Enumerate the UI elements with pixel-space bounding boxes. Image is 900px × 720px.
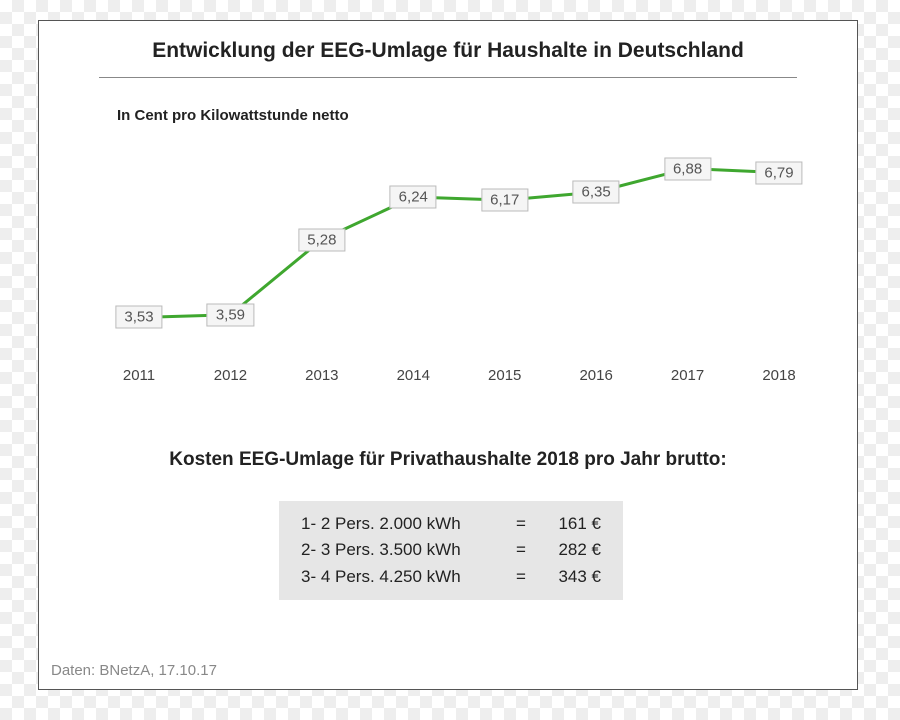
x-axis-label: 2015 [475,367,535,384]
chart-panel: Entwicklung der EEG-Umlage für Haushalte… [38,20,858,690]
data-point-label: 3,59 [207,303,254,326]
cost-val: 282 € [541,537,601,563]
title-rule [99,77,797,78]
cost-val: 161 € [541,511,601,537]
cost-eq: = [501,511,541,537]
data-point-label: 6,88 [664,157,711,180]
x-axis-label: 2011 [109,367,169,384]
cost-row: 3- 4 Pers. 4.250 kWh=343 € [301,564,601,590]
data-point-label: 5,28 [298,228,345,251]
x-axis-label: 2016 [566,367,626,384]
cost-desc: 1- 2 Pers. 2.000 kWh [301,511,501,537]
chart-subtitle: In Cent pro Kilowattstunde netto [117,107,349,124]
cost-eq: = [501,537,541,563]
x-axis-label: 2013 [292,367,352,384]
checker-background: Entwicklung der EEG-Umlage für Haushalte… [0,0,900,720]
cost-eq: = [501,564,541,590]
data-point-label: 6,35 [573,181,620,204]
data-point-label: 6,24 [390,186,437,209]
costs-heading: Kosten EEG-Umlage für Privathaushalte 20… [39,449,857,471]
cost-row: 2- 3 Pers. 3.500 kWh=282 € [301,537,601,563]
cost-table: 1- 2 Pers. 2.000 kWh=161 €2- 3 Pers. 3.5… [279,501,623,600]
x-axis-label: 2017 [658,367,718,384]
chart-title: Entwicklung der EEG-Umlage für Haushalte… [39,39,857,63]
x-axis-label: 2012 [200,367,260,384]
cost-row: 1- 2 Pers. 2.000 kWh=161 € [301,511,601,537]
data-source: Daten: BNetzA, 17.10.17 [51,662,217,679]
x-axis-label: 2018 [749,367,809,384]
line-chart: 3,533,595,286,246,176,356,886,7920112012… [109,131,809,361]
data-point-label: 3,53 [115,306,162,329]
cost-val: 343 € [541,564,601,590]
x-axis-label: 2014 [383,367,443,384]
cost-desc: 3- 4 Pers. 4.250 kWh [301,564,501,590]
data-point-label: 6,17 [481,189,528,212]
cost-desc: 2- 3 Pers. 3.500 kWh [301,537,501,563]
data-point-label: 6,79 [755,161,802,184]
